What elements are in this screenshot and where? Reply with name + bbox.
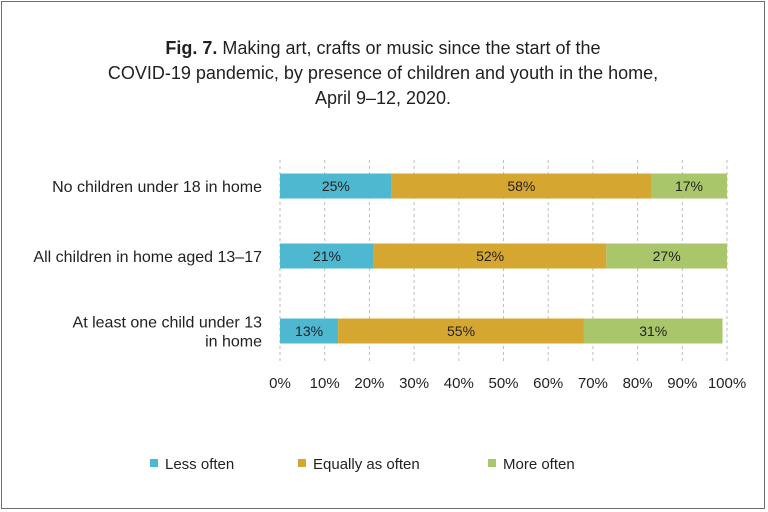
data-label: 52% — [476, 248, 504, 264]
x-tick-label: 90% — [667, 375, 697, 392]
data-label: 17% — [675, 178, 703, 194]
bar-segment — [338, 318, 584, 344]
category-label: in home — [205, 334, 262, 351]
bar-segment — [391, 173, 652, 199]
legend-label: Less often — [165, 456, 234, 473]
bar-segment — [280, 243, 374, 269]
data-label: 27% — [653, 248, 681, 264]
x-tick-label: 50% — [488, 375, 518, 392]
bar-segment — [606, 243, 727, 269]
data-label: 58% — [507, 178, 535, 194]
x-tick-label: 80% — [623, 375, 653, 392]
x-tick-label: 30% — [399, 375, 429, 392]
category-label: No children under 18 in home — [52, 179, 262, 196]
chart-title: Fig. 7. Making art, crafts or music sinc… — [0, 36, 766, 111]
bar-segment — [280, 318, 339, 344]
bar-segment — [583, 318, 723, 344]
legend-label: Equally as often — [313, 456, 420, 473]
title-line-1: Making art, crafts or music since the st… — [217, 38, 601, 58]
data-label: 13% — [295, 323, 323, 339]
bar-segment — [373, 243, 607, 269]
data-label: 31% — [639, 323, 667, 339]
category-label: All children in home aged 13–17 — [33, 249, 262, 266]
legend-swatch — [488, 459, 496, 467]
legend-swatch — [298, 459, 306, 467]
x-tick-label: 70% — [578, 375, 608, 392]
x-tick-label: 100% — [708, 375, 746, 392]
data-label: 21% — [313, 248, 341, 264]
category-label: At least one child under 13 — [73, 315, 263, 332]
legend-label: More often — [503, 456, 575, 473]
title-line-2: COVID-19 pandemic, by presence of childr… — [107, 63, 659, 83]
data-label: 25% — [322, 178, 350, 194]
bar-segment — [280, 173, 392, 199]
figure-number: Fig. 7. — [165, 38, 218, 58]
title-line-3: April 9–12, 2020. — [314, 88, 452, 108]
legend-swatch — [150, 459, 158, 467]
x-tick-label: 20% — [354, 375, 384, 392]
x-tick-label: 0% — [269, 375, 291, 392]
x-tick-label: 10% — [310, 375, 340, 392]
bar-segment — [651, 173, 727, 199]
x-tick-label: 40% — [444, 375, 474, 392]
data-label: 55% — [447, 323, 475, 339]
x-tick-label: 60% — [533, 375, 563, 392]
